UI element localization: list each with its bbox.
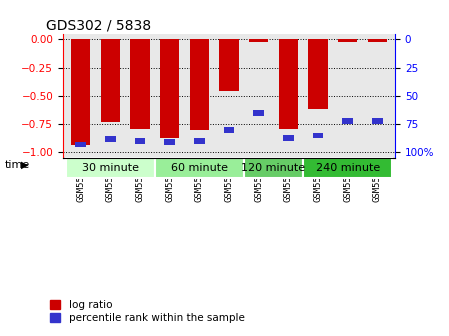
Text: ▶: ▶ (21, 160, 28, 170)
Bar (164, 139, 175, 145)
Bar (342, 118, 353, 124)
Bar (220, 39, 238, 91)
Bar (105, 136, 116, 142)
Bar (66, 158, 155, 178)
Bar (155, 158, 244, 178)
Bar (71, 39, 90, 144)
Bar (194, 138, 205, 144)
Bar (308, 39, 328, 110)
Text: 120 minute: 120 minute (242, 163, 306, 173)
Bar (75, 142, 86, 148)
Text: 30 minute: 30 minute (82, 163, 139, 173)
Bar (253, 110, 264, 116)
Text: GDS302 / 5838: GDS302 / 5838 (46, 18, 151, 33)
Bar (160, 39, 179, 138)
Bar (279, 39, 298, 129)
Bar (249, 39, 269, 42)
Bar (224, 127, 234, 133)
Bar (313, 133, 323, 138)
Bar (135, 138, 145, 144)
Bar (189, 39, 209, 130)
Bar (283, 135, 294, 140)
Bar (368, 39, 387, 42)
Legend: log ratio, percentile rank within the sample: log ratio, percentile rank within the sa… (46, 296, 249, 327)
Bar (101, 39, 120, 122)
Text: time: time (4, 160, 30, 170)
Text: 60 minute: 60 minute (171, 163, 228, 173)
Bar (303, 158, 392, 178)
Bar (244, 158, 303, 178)
Text: 240 minute: 240 minute (316, 163, 380, 173)
Bar (338, 39, 357, 42)
Bar (372, 118, 383, 124)
Bar (130, 39, 150, 129)
